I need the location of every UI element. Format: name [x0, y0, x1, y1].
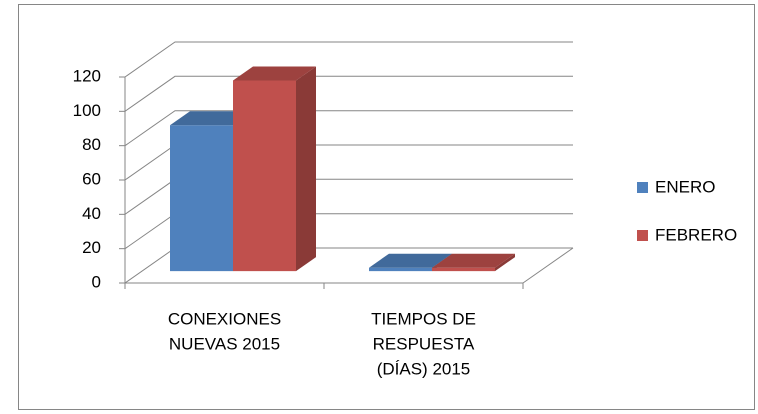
- grid-line: [124, 75, 573, 112]
- x-tick-label: RESPUESTA: [373, 334, 475, 353]
- grid-line: [124, 110, 573, 147]
- x-tick-label: (DÍAS) 2015: [377, 359, 471, 378]
- x-tick-label: NUEVAS 2015: [169, 334, 280, 353]
- bar: [233, 66, 316, 272]
- bar-side: [296, 66, 316, 272]
- y-tick-label: 0: [92, 272, 101, 291]
- chart-border: [18, 4, 755, 410]
- grid-line: [124, 41, 573, 78]
- legend-swatch: [637, 230, 648, 241]
- legend-label: ENERO: [655, 177, 715, 196]
- y-tick-label: 60: [82, 169, 101, 188]
- y-tick-label: 80: [82, 135, 101, 154]
- bar-side: [495, 253, 515, 272]
- bar-front: [233, 80, 296, 272]
- x-tick-label: TIEMPOS DE: [371, 309, 476, 328]
- y-tick-label: 20: [82, 238, 101, 257]
- bar-top: [369, 253, 452, 268]
- floor-edge: [522, 247, 574, 284]
- legend-swatch: [637, 182, 648, 193]
- bar-top: [170, 111, 253, 126]
- bar-top: [233, 66, 316, 81]
- x-tick-label: CONEXIONES: [168, 309, 281, 328]
- legend-label: FEBRERO: [655, 225, 737, 244]
- bar-front: [432, 267, 495, 272]
- bar-front: [170, 125, 233, 272]
- y-tick-label: 100: [73, 101, 101, 120]
- bar: [432, 253, 515, 272]
- y-tick-label: 40: [82, 204, 101, 223]
- bar-top: [432, 253, 515, 268]
- y-tick-label: 120: [73, 66, 101, 85]
- bar-front: [369, 267, 432, 272]
